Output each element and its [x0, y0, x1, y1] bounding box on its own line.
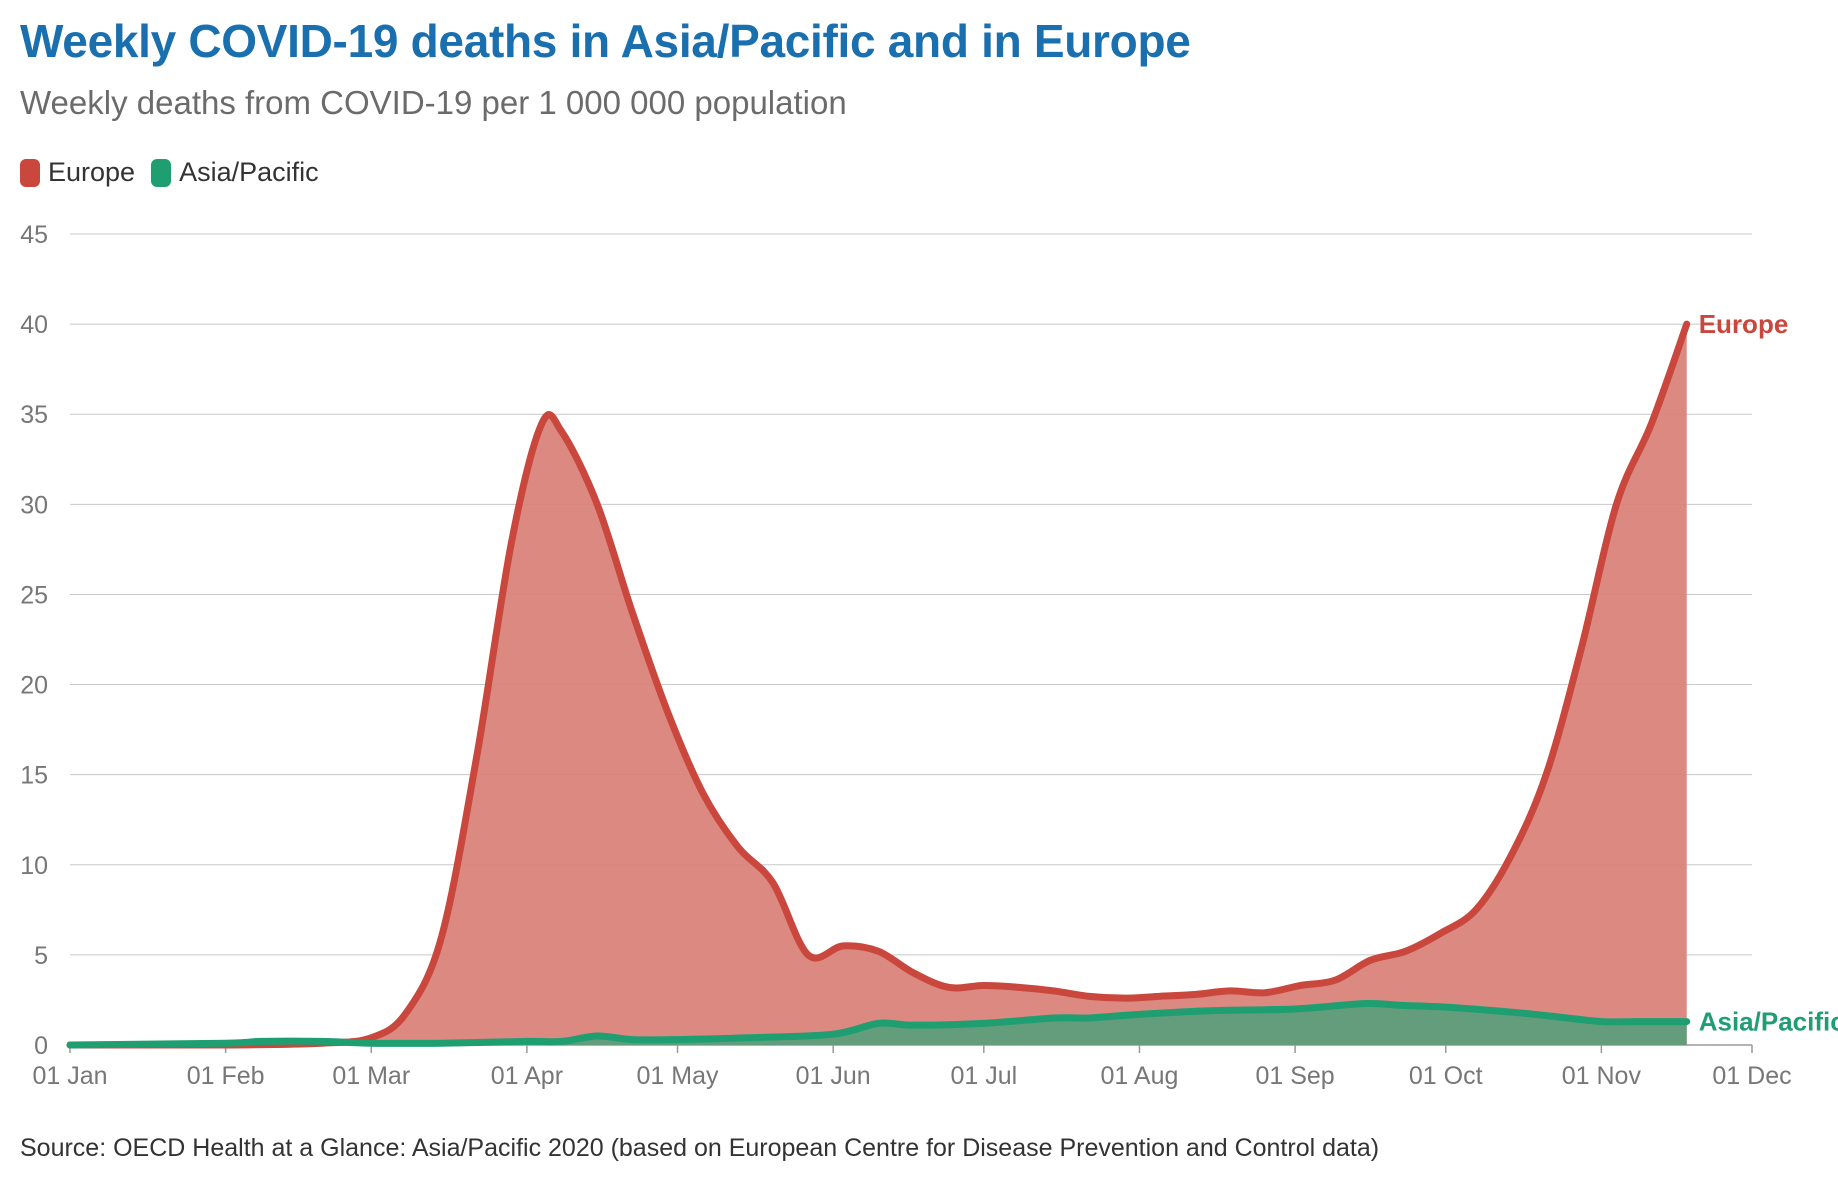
series-line-asia-pacific	[66, 999, 1691, 1049]
y-tick-label: 45	[20, 221, 48, 249]
x-tick-label: 01 Mar	[332, 1062, 410, 1090]
legend: Europe Asia/Pacific	[20, 157, 335, 188]
source-note: Source: OECD Health at a Glance: Asia/Pa…	[20, 1134, 1380, 1162]
x-tick-label: 01 May	[637, 1062, 719, 1090]
x-tick-label: 01 Nov	[1562, 1062, 1642, 1090]
legend-item-asia-pacific[interactable]: Asia/Pacific	[151, 157, 319, 188]
legend-item-europe[interactable]: Europe	[20, 157, 135, 188]
legend-label-europe: Europe	[48, 157, 136, 187]
y-tick-label: 15	[20, 762, 48, 790]
y-tick-label: 10	[20, 852, 48, 880]
y-tick-label: 40	[20, 311, 48, 339]
x-tick-label: 01 Jun	[796, 1062, 871, 1090]
legend-label-asia-pacific: Asia/Pacific	[179, 157, 319, 187]
legend-swatch-asia-pacific	[151, 158, 172, 187]
label-layer: Europe Asia/Pacific	[1699, 309, 1838, 1036]
x-tick-label: 01 Jul	[950, 1062, 1017, 1090]
series-end-label-asia-pacific: Asia/Pacific	[1699, 1007, 1838, 1037]
x-tick-label: 01 Oct	[1409, 1062, 1483, 1090]
x-tick-label: 01 Sep	[1255, 1062, 1334, 1090]
line-layer	[66, 320, 1691, 1049]
y-tick-label: 25	[20, 581, 48, 609]
legend-swatch-europe	[20, 158, 40, 187]
series-line-europe	[66, 320, 1691, 1049]
x-tick-label: 01 Aug	[1101, 1062, 1179, 1090]
x-tick-label: 01 Apr	[491, 1062, 563, 1090]
x-tick-label: 01 Jan	[32, 1062, 107, 1090]
series-end-label-europe: Europe	[1699, 309, 1789, 339]
x-tick-label: 01 Feb	[187, 1062, 265, 1090]
y-tick-label: 5	[34, 942, 48, 970]
y-tick-label: 30	[20, 491, 48, 519]
x-tick-label: 01 Dec	[1712, 1062, 1791, 1090]
chart-subtitle: Weekly deaths from COVID-19 per 1 000 00…	[20, 84, 847, 121]
y-tick-label: 0	[34, 1032, 48, 1060]
chart-title: Weekly COVID-19 deaths in Asia/Pacific a…	[20, 15, 1191, 67]
grid-layer: 0 5 10 15 20 25 30 35 40 45 01 Jan 01 Feb 01 Mar 01 A…	[20, 221, 1791, 1090]
y-tick-label: 35	[20, 401, 48, 429]
y-tick-label: 20	[20, 672, 48, 700]
series-area-europe	[70, 324, 1687, 1045]
